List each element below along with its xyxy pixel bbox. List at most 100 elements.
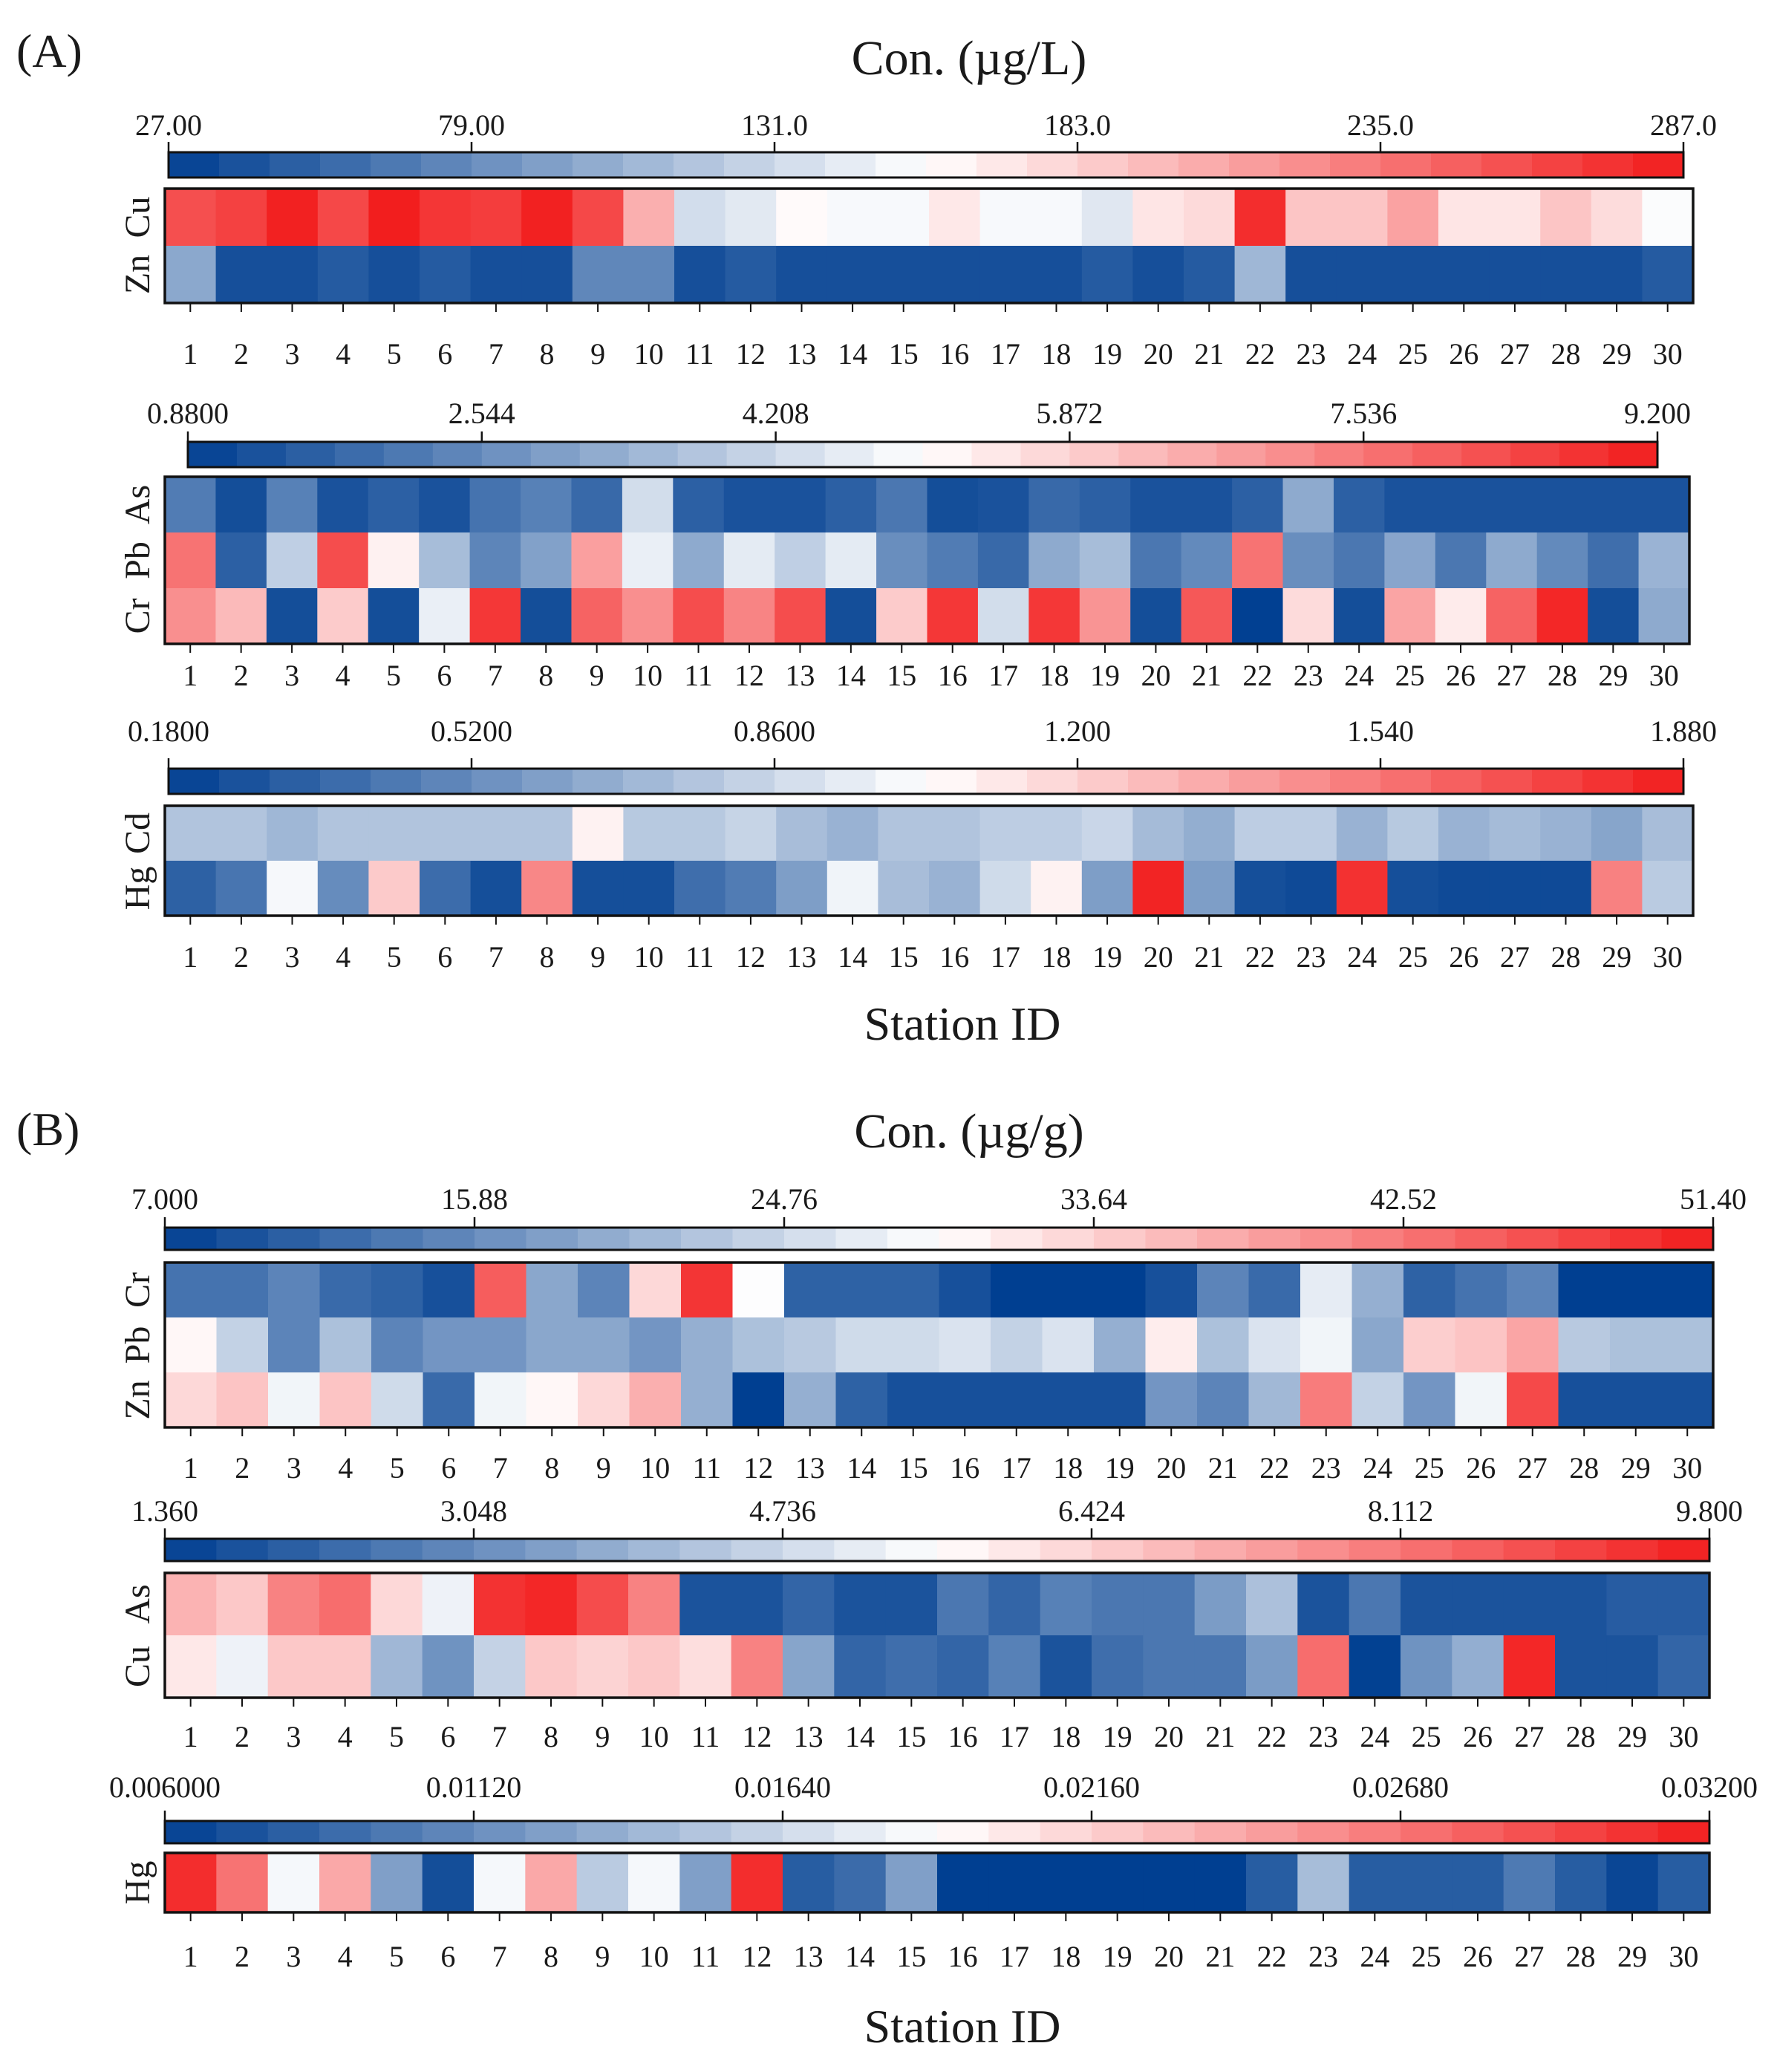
station-tick-label: 4 [336, 659, 350, 692]
colorbar-segment [371, 1228, 424, 1250]
heatmap-cell [673, 477, 725, 533]
station-tick-label: 18 [1042, 337, 1072, 371]
heatmap-cell [1657, 1853, 1710, 1913]
station-tick-label: 2 [235, 1940, 250, 1973]
heatmap-cell [371, 1317, 424, 1373]
colorbar-segment [319, 1539, 371, 1561]
station-tick-label: 29 [1617, 1940, 1647, 1973]
heatmap-cell [937, 1635, 989, 1698]
heatmap-cell [1558, 1263, 1611, 1318]
colorbar-segment [1403, 1228, 1456, 1250]
heatmap-cell [1352, 1372, 1404, 1428]
station-tick-label: 17 [991, 940, 1020, 974]
heatmap-cell [1031, 806, 1083, 861]
station-tick-label: 15 [889, 337, 919, 371]
station-tick-label: 27 [1496, 659, 1526, 692]
colorbar-segment [1412, 442, 1462, 467]
station-tick-label: 23 [1308, 1940, 1338, 1973]
colorbar-segment [1363, 442, 1413, 467]
heatmap-cell [216, 1853, 269, 1913]
station-tick-label: 4 [338, 1940, 353, 1973]
row-label: Zn [118, 1380, 157, 1419]
heatmap-cell [1145, 1317, 1198, 1373]
heatmap-cell [420, 189, 472, 247]
heatmap-cell [1661, 1372, 1714, 1428]
station-tick-label: 24 [1363, 1451, 1392, 1485]
heatmap-cell [623, 806, 675, 861]
heatmap-cell [317, 532, 369, 589]
colorbar-segment [320, 152, 371, 177]
station-tick-label: 3 [286, 1720, 301, 1753]
station-tick-label: 6 [440, 1940, 455, 1973]
heatmap-cell [423, 1372, 475, 1428]
panel-label: (A) [16, 25, 82, 77]
heatmap-cell [979, 806, 1031, 861]
heatmap-cell [317, 861, 369, 916]
colorbar-tick-label: 7.536 [1330, 397, 1397, 430]
heatmap-cell [1536, 532, 1588, 589]
heatmap-cell [927, 532, 979, 589]
colorbar-segment [1380, 152, 1432, 177]
station-tick-label: 8 [544, 1720, 558, 1753]
station-tick-label: 25 [1415, 1451, 1444, 1485]
heatmap-cell [834, 1635, 887, 1698]
heatmap-cell [1234, 189, 1286, 247]
heatmap-cell [674, 806, 726, 861]
colorbar-segment [784, 1228, 837, 1250]
heatmap-cell [1401, 1853, 1452, 1913]
heatmap-cell [732, 1263, 785, 1318]
station-tick-label: 14 [845, 1940, 875, 1973]
colorbar-segment [578, 1228, 630, 1250]
heatmap-cell [1079, 477, 1131, 533]
station-tick-label: 6 [437, 659, 451, 692]
heatmap-cell [1132, 246, 1184, 304]
colorbar-segment [1330, 152, 1381, 177]
heatmap-cell [1232, 532, 1284, 589]
colorbar-segment [320, 769, 371, 794]
station-tick-label: 19 [1103, 1940, 1132, 1973]
station-tick-label: 14 [838, 940, 867, 974]
station-tick-label: 25 [1412, 1720, 1441, 1753]
station-tick-label: 13 [795, 1451, 825, 1485]
station-tick-label: 20 [1154, 1720, 1184, 1753]
heatmap-cell [1092, 1573, 1144, 1636]
colorbar-segment [219, 152, 270, 177]
colorbar-segment [1092, 1821, 1144, 1843]
heatmap-cell [834, 1573, 887, 1636]
colorbar-tick-label: 27.00 [135, 108, 202, 142]
heatmap-cell [1143, 1635, 1196, 1698]
heatmap-cell [526, 1372, 578, 1428]
colorbar-segment [216, 1228, 269, 1250]
heatmap-cell [623, 246, 675, 304]
heatmap-cell [420, 806, 472, 861]
station-tick-label: 24 [1347, 940, 1377, 974]
heatmap-cell [1248, 1317, 1301, 1373]
heatmap-cell [521, 189, 573, 247]
colorbar-segment [976, 769, 1028, 794]
colorbar-tick-label: 235.0 [1347, 108, 1414, 142]
heatmap-frame [163, 1571, 1711, 1699]
heatmap-cell [1130, 588, 1182, 645]
colorbar-segment [1077, 152, 1129, 177]
heatmap-cell [267, 861, 319, 916]
heatmap-cell [623, 861, 675, 916]
station-tick-label: 30 [1669, 1940, 1698, 1973]
station-tick-label: 1 [183, 337, 198, 371]
heatmap-cell [1079, 588, 1131, 645]
heatmap-cell [521, 246, 573, 304]
colorbar-segment [937, 1539, 989, 1561]
heatmap-cell [267, 1573, 320, 1636]
colorbar-segment [1401, 1821, 1452, 1843]
heatmap-cell [929, 806, 981, 861]
colorbar-segment [1314, 442, 1364, 467]
heatmap-cell [1184, 189, 1236, 247]
heatmap-cell [215, 806, 267, 861]
heatmap-cell [319, 1573, 371, 1636]
station-tick-label: 2 [235, 1451, 250, 1485]
heatmap-cell [525, 1635, 578, 1698]
heatmap-cell [622, 532, 674, 589]
station-tick-label: 19 [1103, 1720, 1132, 1753]
heatmap-cell [723, 532, 775, 589]
heatmap-cell [1184, 246, 1236, 304]
station-tick-label: 6 [437, 337, 452, 371]
